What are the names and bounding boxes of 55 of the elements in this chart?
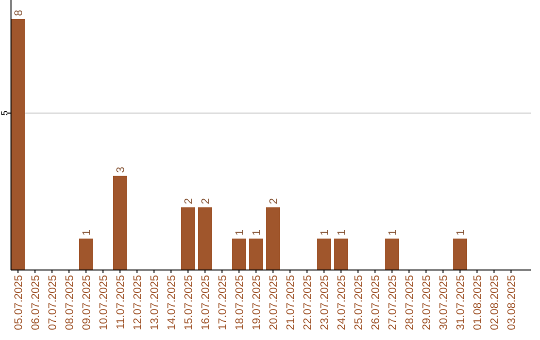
x-tick-label: 15.07.2025 [182,275,195,330]
x-tick-label: 18.07.2025 [234,275,246,330]
x-tick-label: 09.07.2025 [80,275,93,330]
bar [198,207,212,270]
x-tick-label: 11.07.2025 [114,275,127,330]
x-tick-label: 20.07.2025 [268,275,280,330]
data-label: 1 [455,230,468,236]
data-label: 1 [319,230,332,236]
x-tick-label: 13.07.2025 [148,275,161,330]
bar [385,238,399,270]
bar [232,238,246,270]
bar [453,238,467,270]
x-tick-label: 08.07.2025 [64,275,76,330]
data-label: 1 [234,230,246,236]
x-tick-label: 22.07.2025 [302,275,314,330]
data-label: 8 [12,10,25,16]
data-label: 1 [80,230,93,236]
x-tick-label: 05.07.2025 [12,275,25,330]
x-tick-label: 16.07.2025 [200,275,212,330]
data-label: 2 [182,198,195,204]
x-tick-label: 14.07.2025 [166,275,178,330]
bar [334,238,348,270]
data-label: 1 [336,230,348,236]
x-tick-label: 31.07.2025 [455,275,468,330]
x-tick-label: 27.07.2025 [387,275,400,330]
x-tick-label: 25.07.2025 [353,275,366,330]
x-tick-label: 07.07.2025 [46,275,59,330]
data-label: 2 [200,198,212,204]
x-tick-label: 29.07.2025 [421,275,434,330]
bar [113,176,127,270]
data-label: 3 [114,166,127,173]
data-label: 1 [387,230,400,236]
x-tick-label: 23.07.2025 [319,275,332,330]
x-tick-label: 19.07.2025 [251,275,263,330]
bar [11,19,25,270]
bar [181,207,195,270]
x-tick-label: 17.07.2025 [216,275,229,330]
bar [79,238,93,270]
data-label: 1 [251,230,263,236]
x-tick-label: 28.07.2025 [404,275,416,330]
x-tick-label: 03.08.2025 [506,275,518,330]
x-tick-label: 24.07.2025 [336,275,348,330]
x-tick-label: 06.07.2025 [30,275,42,330]
bar [317,238,331,270]
x-tick-label: 12.07.2025 [132,275,144,330]
x-tick-label: 21.07.2025 [285,275,298,330]
x-tick-label: 02.08.2025 [489,275,502,330]
data-label: 2 [268,198,280,204]
bar [249,238,263,270]
bar [266,207,280,270]
x-tick-label: 10.07.2025 [98,275,110,330]
x-tick-label: 01.08.2025 [472,275,484,330]
x-tick-label: 26.07.2025 [370,275,382,330]
y-tick-label: 5 [0,110,10,116]
x-tick-label: 30.07.2025 [438,275,450,330]
